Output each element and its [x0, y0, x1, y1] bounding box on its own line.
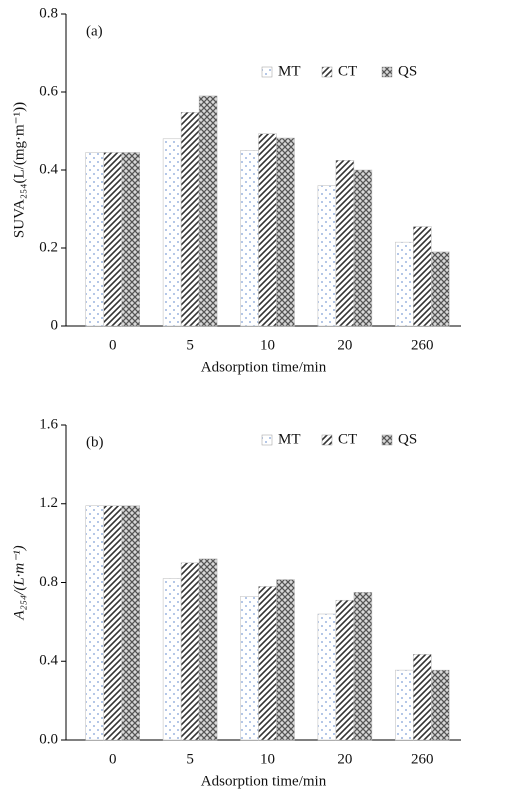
x-tick-label: 260 [411, 337, 434, 353]
legend-label: QS [398, 431, 417, 447]
y-tick-label: 0.4 [39, 653, 58, 669]
bar [413, 226, 432, 327]
bar [103, 152, 122, 327]
bar [335, 599, 355, 741]
bar [180, 562, 200, 741]
bar [85, 505, 104, 741]
legend-swatch [381, 66, 393, 78]
bar [258, 133, 277, 327]
y-axis-label: SUVA₂₅₄(L/(mg·m⁻¹)) [11, 102, 27, 238]
legend-swatch [321, 434, 333, 446]
x-axis-label: Adsorption time/min [201, 773, 327, 789]
y-tick-label: 1.6 [39, 416, 58, 432]
x-tick-label: 5 [186, 751, 194, 767]
bar [85, 152, 104, 327]
bar [353, 592, 373, 741]
bar [431, 669, 450, 741]
x-tick-label: 10 [260, 751, 275, 767]
y-tick-label: 0.6 [39, 83, 58, 99]
legend-label: QS [398, 63, 417, 79]
annotation: (a) [86, 23, 103, 39]
legend-label: MT [278, 63, 301, 79]
x-tick-label: 10 [260, 337, 275, 353]
bar [198, 558, 218, 741]
y-tick-label: 0.8 [39, 574, 58, 590]
bar [103, 505, 122, 741]
x-tick-label: 0 [109, 337, 117, 353]
legend-label: CT [338, 63, 357, 79]
x-tick-label: 260 [411, 751, 434, 767]
bar [317, 185, 337, 327]
legend-label: CT [338, 431, 357, 447]
bar [276, 579, 295, 741]
y-tick-label: 1.2 [39, 495, 58, 511]
bar [353, 169, 373, 327]
legend-swatch [321, 66, 333, 78]
y-tick-label: 0.2 [39, 239, 58, 255]
x-tick-label: 0 [109, 751, 117, 767]
bar [121, 152, 140, 327]
bar [395, 669, 414, 741]
bar [162, 138, 182, 327]
bar [317, 613, 337, 741]
bar [413, 654, 432, 741]
bar [180, 112, 200, 327]
y-tick-label: 0.8 [39, 5, 58, 21]
bar [258, 586, 277, 741]
x-tick-label: 5 [186, 337, 194, 353]
bar [276, 137, 295, 327]
y-tick-label: 0.0 [39, 731, 58, 747]
y-axis-label: A₂₅₄/(L·m⁻¹) [11, 545, 27, 620]
y-tick-label: 0 [51, 317, 59, 333]
x-tick-label: 20 [337, 751, 352, 767]
bar [162, 578, 182, 741]
bar [240, 150, 259, 327]
legend-label: MT [278, 431, 301, 447]
y-tick-label: 0.4 [39, 161, 58, 177]
bar [431, 251, 450, 327]
legend-swatch [261, 434, 273, 446]
bar [395, 241, 414, 327]
x-axis-label: Adsorption time/min [201, 359, 327, 375]
bar [121, 505, 140, 741]
bar [198, 95, 218, 327]
x-tick-label: 20 [337, 337, 352, 353]
legend-swatch [381, 434, 393, 446]
annotation: (b) [86, 434, 104, 450]
bar [335, 160, 355, 327]
legend-swatch [261, 66, 273, 78]
bar [240, 596, 259, 741]
